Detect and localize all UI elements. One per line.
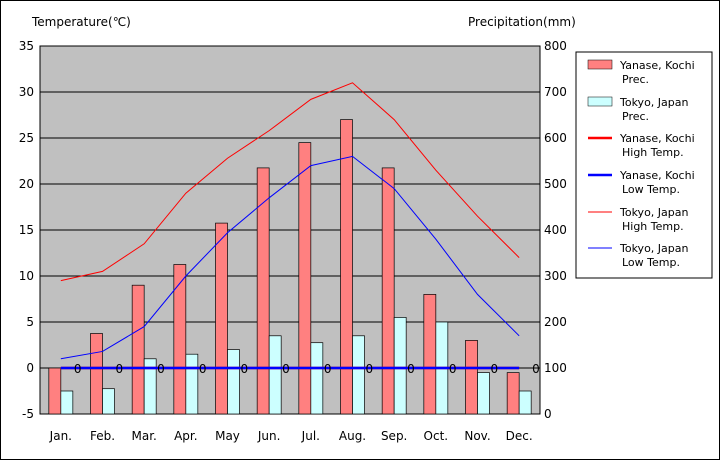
bar-yanase-prec [506, 372, 520, 415]
legend-label-tokyo-prec-1: Tokyo, Japan [619, 96, 688, 109]
right-tick-label: 300 [544, 269, 567, 283]
bar-yanase-prec [48, 367, 62, 415]
point-label: 0 [199, 362, 207, 376]
bar-series-group [48, 119, 532, 415]
x-tick-label: Dec. [506, 429, 533, 443]
point-label: 0 [407, 362, 415, 376]
point-label: 0 [241, 362, 249, 376]
line-tokyo-high-temp [60, 82, 520, 282]
point-label: 0 [449, 362, 457, 376]
left-tick-label: 30 [19, 85, 34, 99]
bar-yanase-prec [465, 340, 478, 415]
right-tick-label: 600 [544, 131, 567, 145]
legend-label-yanase-low-1: Yanase, Kochi [619, 169, 695, 182]
right-axis-label: Precipitation(mm) [468, 15, 576, 29]
bar-tokyo-prec [518, 390, 532, 415]
right-tick-label: 500 [544, 177, 567, 191]
point-label: 0 [157, 362, 165, 376]
left-tick-label: -5 [22, 407, 34, 421]
x-tick-label: Feb. [90, 429, 115, 443]
x-tick-label: Jul. [301, 429, 320, 443]
left-tick-label: 25 [19, 131, 34, 145]
left-tick-label: 15 [19, 223, 34, 237]
legend-label-tokyo-high-1: Tokyo, Japan [619, 206, 688, 219]
left-axis-ticks: 35 30 25 20 15 10 5 0 -5 [19, 39, 34, 421]
x-tick-label: Aug. [339, 429, 366, 443]
legend-label-tokyo-low-2: Low Temp. [622, 256, 680, 269]
left-tick-label: 35 [19, 39, 34, 53]
right-tick-label: 100 [544, 361, 567, 375]
bar-tokyo-prec [185, 353, 199, 415]
legend-label-yanase-prec-1: Yanase, Kochi [619, 59, 695, 72]
bar-tokyo-prec [393, 317, 407, 415]
x-tick-label: May [215, 429, 240, 443]
x-tick-label: Jun. [257, 429, 281, 443]
right-tick-label: 700 [544, 85, 567, 99]
bar-tokyo-prec [352, 335, 365, 415]
x-tick-label: Jan. [49, 429, 72, 443]
right-tick-label: 200 [544, 315, 567, 329]
point-label: 0 [74, 362, 82, 376]
line-series-group [60, 82, 520, 370]
point-label: 0 [491, 362, 499, 376]
x-tick-label: Nov. [464, 429, 490, 443]
legend-label-yanase-high-2: High Temp. [622, 146, 684, 159]
point-label: 0 [116, 362, 124, 376]
bar-yanase-prec [90, 333, 103, 415]
point-labels-group: 0 0 0 0 0 0 0 0 0 0 0 0 [74, 362, 540, 376]
point-label: 0 [366, 362, 374, 376]
right-tick-label: 0 [544, 407, 552, 421]
legend-swatch-tokyo-prec [587, 96, 613, 107]
left-tick-label: 10 [19, 269, 34, 283]
bar-tokyo-prec [268, 335, 282, 415]
bar-yanase-prec [131, 284, 145, 415]
left-tick-label: 5 [26, 315, 34, 329]
bar-tokyo-prec [227, 349, 240, 415]
point-label: 0 [532, 362, 540, 376]
line-tokyo-low-temp [60, 155, 520, 360]
x-tick-label: Sep. [381, 429, 407, 443]
left-tick-label: 20 [19, 177, 34, 191]
x-tick-label: Oct. [424, 429, 449, 443]
bar-tokyo-prec [60, 390, 74, 415]
right-tick-label: 400 [544, 223, 567, 237]
left-tick-label: 0 [26, 361, 34, 375]
bar-yanase-prec [173, 264, 187, 415]
bar-yanase-prec [381, 167, 395, 415]
bar-yanase-prec [340, 119, 353, 415]
bar-tokyo-prec [477, 372, 490, 415]
point-label: 0 [282, 362, 290, 376]
legend-label-yanase-low-2: Low Temp. [622, 183, 680, 196]
bar-tokyo-prec [102, 388, 115, 415]
legend-label-tokyo-low-1: Tokyo, Japan [619, 242, 688, 255]
x-tick-label: Apr. [174, 429, 197, 443]
bar-tokyo-prec [143, 358, 157, 415]
x-axis-ticks: Jan. Feb. Mar. Apr. May Jun. Jul. Aug. Sep. Oct. N… [49, 429, 533, 443]
legend-label-tokyo-prec-2: Prec. [622, 110, 649, 123]
legend-label-yanase-high-1: Yanase, Kochi [619, 132, 695, 145]
right-axis-ticks: 800 700 600 500 400 300 200 100 0 [544, 39, 567, 421]
bar-tokyo-prec [310, 342, 324, 415]
bar-yanase-prec [215, 222, 228, 415]
right-tick-label: 800 [544, 39, 567, 53]
legend-box [575, 51, 713, 279]
bar-yanase-prec [423, 294, 437, 415]
legend-label-tokyo-high-2: High Temp. [622, 220, 684, 233]
legend-swatch-yanase-prec [587, 59, 613, 70]
bar-yanase-prec [256, 167, 270, 415]
left-axis-label: Temperature(℃) [31, 15, 131, 29]
legend: Yanase, Kochi Prec. Tokyo, Japan Prec. Y… [575, 51, 713, 279]
legend-label-yanase-prec-2: Prec. [622, 73, 649, 86]
x-tick-label: Mar. [131, 429, 156, 443]
bar-yanase-prec [298, 142, 312, 415]
point-label: 0 [324, 362, 332, 376]
